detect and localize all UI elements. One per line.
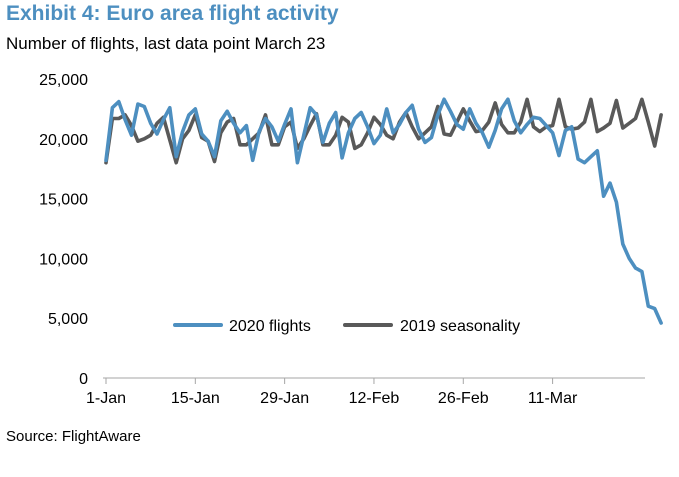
x-tick-label: 26-Feb [438, 390, 489, 407]
series-layer [104, 97, 663, 325]
chart-title: Exhibit 4: Euro area flight activity [6, 2, 339, 25]
series-line-2020-flights [104, 97, 663, 325]
y-tick-label: 25,000 [39, 72, 88, 89]
y-tick-label: 10,000 [39, 251, 88, 268]
legend-label-2020-flights: 2020 flights [229, 318, 311, 335]
x-axis: 1-Jan 15-Jan 29-Jan 12-Feb 26-Feb 11-Mar [86, 377, 645, 407]
x-tick-label: 12-Feb [349, 390, 400, 407]
y-tick-label: 15,000 [39, 192, 88, 209]
x-tick-label: 11-Mar [528, 390, 578, 407]
legend-label-2019-seasonality: 2019 seasonality [400, 318, 520, 335]
x-tick-label: 15-Jan [171, 390, 220, 407]
x-tick-label: 1-Jan [86, 390, 126, 407]
y-axis: 0 5,000 10,000 15,000 20,000 25,000 [39, 72, 88, 388]
source-note: Source: FlightAware [6, 428, 141, 445]
legend: 2020 flights 2019 seasonality [173, 318, 520, 335]
y-tick-label: 0 [79, 371, 88, 388]
x-tick-label: 29-Jan [260, 390, 309, 407]
y-tick-label: 5,000 [48, 311, 88, 328]
y-tick-label: 20,000 [39, 132, 88, 149]
chart-subtitle: Number of flights, last data point March… [6, 34, 326, 53]
